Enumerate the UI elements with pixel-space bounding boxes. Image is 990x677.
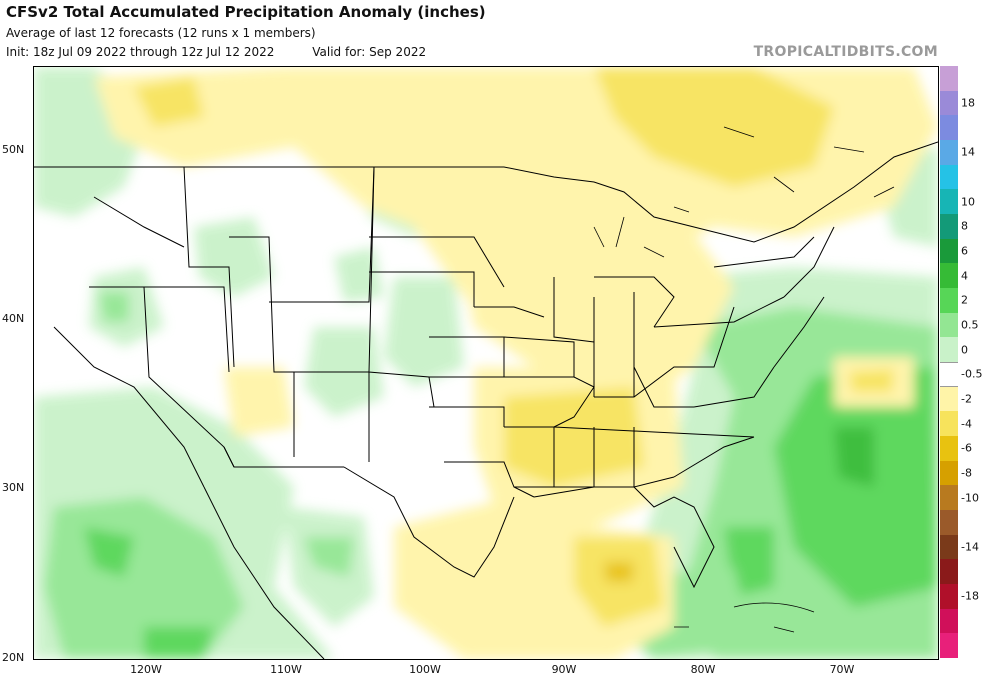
colorbar-tick-label: 0.5	[961, 318, 979, 332]
lon-label: 90W	[551, 663, 577, 676]
colorbar-tick-label: -6	[961, 441, 972, 455]
lat-label: 50N	[2, 143, 25, 156]
colorbar-segment	[940, 263, 958, 289]
lat-label: 20N	[2, 651, 25, 664]
colorbar-tick-label: 14	[961, 145, 975, 159]
colorbar-segment	[940, 386, 958, 412]
init-text: Init: 18z Jul 09 2022 through 12z Jul 12…	[6, 45, 275, 59]
lon-label: 70W	[829, 663, 855, 676]
coast-details	[593, 126, 895, 633]
colorbar-segment	[940, 411, 958, 437]
colorbar-tick-label: 4	[961, 269, 968, 283]
colorbar-segment	[940, 312, 958, 338]
colorbar-segment	[940, 559, 958, 585]
colorbar-tick-label: -14	[961, 540, 979, 554]
colorbar-tick-label: 0	[961, 343, 968, 357]
colorbar-tick-label: -2	[961, 392, 972, 406]
colorbar-tick-label: -0.5	[961, 367, 983, 381]
brand-watermark[interactable]: TROPICALTIDBITS.COM	[753, 44, 938, 60]
colorbar-segment	[940, 534, 958, 560]
colorbar-tick-label: 10	[961, 195, 975, 209]
lat-label: 40N	[2, 312, 25, 325]
colorbar-tick-label: 18	[961, 96, 975, 110]
colorbar-tick-label: -4	[961, 417, 972, 431]
valid-text: Valid for: Sep 2022	[312, 45, 427, 59]
colorbar-segment	[940, 608, 958, 634]
colorbar-segment	[940, 485, 958, 511]
colorbar-segment	[940, 510, 958, 536]
colorbar-segment	[940, 362, 958, 388]
colorbar-segment	[940, 337, 958, 363]
colorbar-tick-label: 2	[961, 293, 968, 307]
colorbar-segment	[940, 288, 958, 314]
lon-label: 120W	[130, 663, 162, 676]
colorbar-segment	[940, 633, 958, 659]
colorbar-segment	[940, 115, 958, 141]
precip-anomaly-map	[33, 66, 939, 660]
colorbar-tick-label: -18	[961, 589, 979, 603]
colorbar-segment	[940, 164, 958, 190]
colorbar-segment	[940, 189, 958, 215]
colorbar-tick-label: -10	[961, 491, 979, 505]
lon-label: 100W	[409, 663, 441, 676]
colorbar-segment	[940, 214, 958, 240]
anomaly-fields	[34, 67, 938, 659]
colorbar-segment	[940, 584, 958, 610]
colorbar-segment	[940, 436, 958, 462]
map-title: CFSv2 Total Accumulated Precipitation An…	[6, 3, 486, 21]
colorbar-segment	[940, 66, 958, 92]
borders	[34, 141, 938, 659]
run-info: Init: 18z Jul 09 2022 through 12z Jul 12…	[6, 45, 460, 59]
colorbar-segment	[940, 90, 958, 116]
colorbar-tick-label: 8	[961, 219, 968, 233]
lon-label: 110W	[270, 663, 302, 676]
colorbar-tick-label: -8	[961, 466, 972, 480]
colorbar-segment	[940, 238, 958, 264]
colorbar-segment	[940, 140, 958, 166]
colorbar	[940, 66, 958, 659]
map-subtitle: Average of last 12 forecasts (12 runs x …	[6, 26, 316, 40]
colorbar-tick-label: 6	[961, 244, 968, 258]
colorbar-segment	[940, 460, 958, 486]
lat-label: 30N	[2, 481, 25, 494]
lon-label: 80W	[690, 663, 716, 676]
